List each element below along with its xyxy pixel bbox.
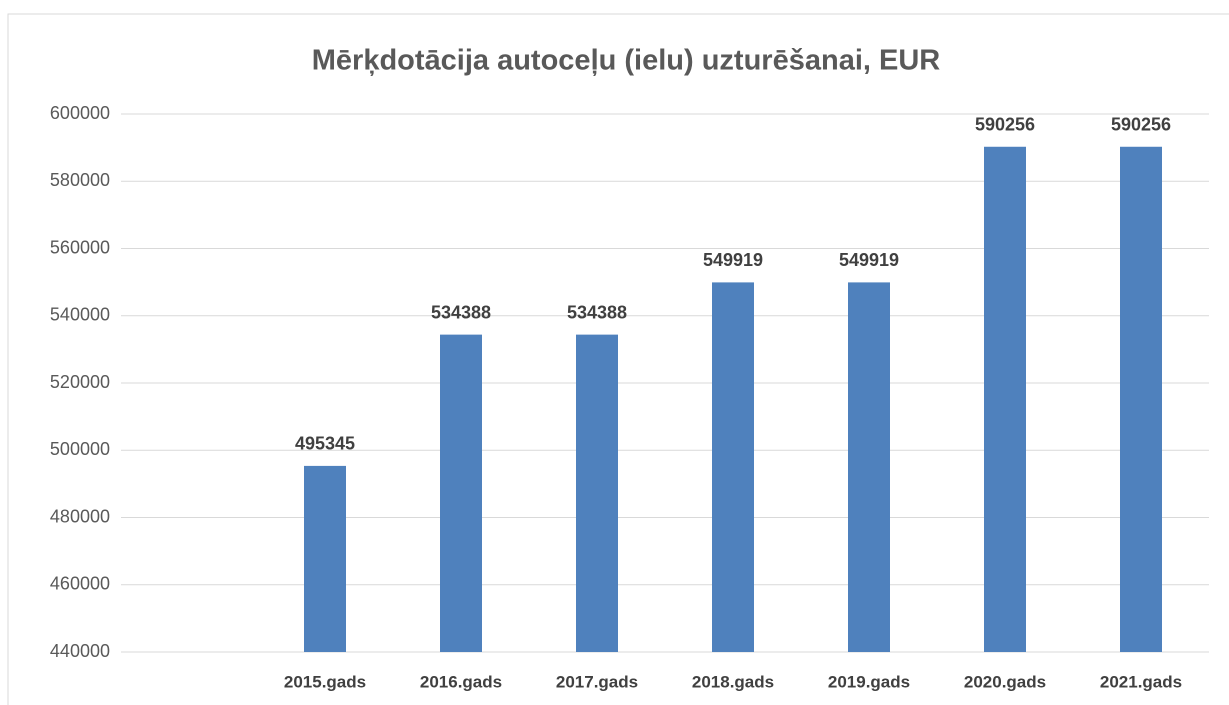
y-tick-label: 500000 (50, 439, 110, 459)
y-tick-label: 460000 (50, 574, 110, 594)
y-tick-label: 480000 (50, 506, 110, 526)
value-label: 549919 (703, 250, 763, 270)
bar (440, 334, 482, 652)
value-label: 590256 (975, 115, 1035, 135)
x-tick-label: 2016.gads (420, 672, 502, 691)
x-tick-label: 2021.gads (1100, 672, 1182, 691)
x-tick-label: 2020.gads (964, 672, 1046, 691)
bar (712, 282, 754, 652)
bar (848, 282, 890, 652)
value-label: 534388 (431, 302, 491, 322)
chart-title: Mērķdotācija autoceļu (ielu) uzturēšanai… (312, 45, 941, 77)
value-label: 495345 (295, 434, 355, 454)
bar (304, 465, 346, 652)
x-tick-label: 2018.gads (692, 672, 774, 691)
x-tick-label: 2019.gads (828, 672, 910, 691)
bar (984, 146, 1026, 652)
bar (576, 334, 618, 652)
y-tick-label: 440000 (50, 641, 110, 661)
y-tick-label: 560000 (50, 237, 110, 257)
value-label: 590256 (1111, 115, 1171, 135)
y-tick-label: 540000 (50, 305, 110, 325)
value-label: 549919 (839, 250, 899, 270)
bar (1120, 146, 1162, 652)
y-tick-label: 520000 (50, 372, 110, 392)
value-label: 534388 (567, 302, 627, 322)
y-tick-label: 580000 (50, 170, 110, 190)
y-tick-label: 600000 (50, 103, 110, 123)
x-tick-label: 2017.gads (556, 672, 638, 691)
x-tick-label: 2015.gads (284, 672, 366, 691)
chart-frame (7, 13, 1229, 705)
